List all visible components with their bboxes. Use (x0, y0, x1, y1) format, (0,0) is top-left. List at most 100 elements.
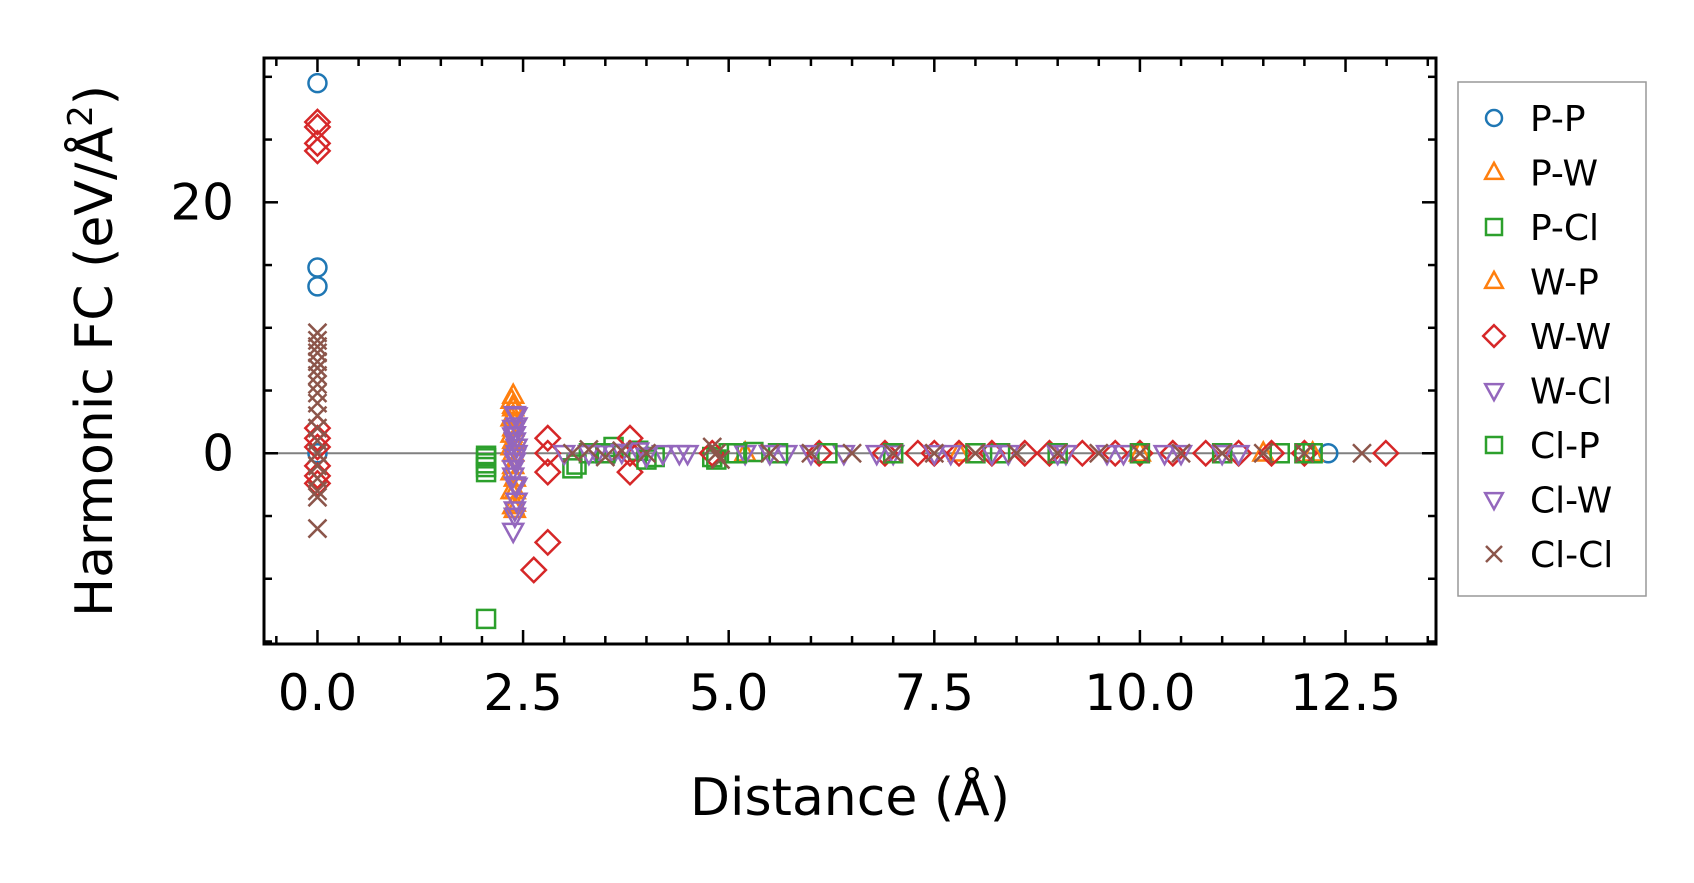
data-point (501, 427, 526, 450)
data-point (611, 440, 632, 461)
data-points (303, 72, 1400, 630)
legend-item: W-Cl (1483, 372, 1612, 413)
series-p-w (501, 382, 1325, 519)
legend-item: P-Cl (1484, 208, 1599, 249)
data-point (307, 257, 328, 278)
tick-labels: 0.0 2.5 5.0 7.5 10.0 12.5 0 20 (170, 173, 1401, 722)
data-point (307, 276, 328, 297)
legend-marker (1485, 545, 1503, 563)
data-point (533, 424, 562, 453)
legend-marker (1484, 108, 1504, 128)
data-point (578, 439, 599, 460)
data-point (1171, 443, 1191, 464)
data-point (842, 443, 862, 464)
data-point (1294, 443, 1315, 464)
data-point (1047, 443, 1068, 464)
data-point (562, 458, 583, 479)
y-axis-title-main: Harmonic FC (eV/Å (63, 126, 125, 617)
data-point (801, 443, 821, 464)
data-point (883, 443, 904, 464)
data-point (307, 365, 328, 386)
data-point (864, 444, 889, 467)
x-tick-label: 7.5 (895, 664, 975, 722)
series-p-cl (475, 436, 1323, 630)
axis-ticks (264, 58, 1436, 644)
data-point (1212, 443, 1233, 464)
data-point (307, 518, 328, 539)
data-point (307, 351, 328, 372)
data-point (609, 443, 634, 466)
data-point (307, 487, 328, 508)
data-point (650, 444, 675, 467)
legend-label: Cl-W (1530, 481, 1612, 522)
data-point (1045, 444, 1070, 467)
data-point (595, 447, 616, 467)
data-point (817, 443, 838, 464)
legend-marker (1484, 435, 1504, 455)
legend-marker (1483, 382, 1505, 403)
legend-item: Cl-P (1484, 426, 1600, 467)
data-point (303, 129, 332, 158)
data-point (1251, 439, 1276, 462)
legend-label: W-Cl (1530, 372, 1612, 413)
data-point (989, 443, 1011, 464)
data-point (519, 556, 548, 584)
legend-item: P-W (1483, 154, 1598, 195)
data-point (805, 439, 834, 468)
data-point (303, 136, 332, 165)
data-point (757, 444, 782, 467)
data-point (1253, 443, 1274, 464)
data-point (922, 444, 947, 467)
data-point (1152, 444, 1177, 467)
data-point (501, 492, 526, 515)
x-tick-label: 2.5 (483, 664, 563, 722)
data-point (675, 444, 700, 467)
data-point (307, 481, 328, 501)
x-tick-label: 5.0 (689, 664, 769, 722)
plot-frame (262, 56, 1438, 646)
data-point (1169, 444, 1194, 467)
data-point (1111, 444, 1136, 467)
data-point (759, 443, 780, 464)
legend-item: P-P (1484, 99, 1586, 140)
data-point (871, 439, 899, 468)
legend-marker (1484, 217, 1504, 237)
legend-item: Cl-Cl (1485, 535, 1613, 576)
legend-label: P-Cl (1530, 208, 1599, 249)
data-point (938, 444, 963, 467)
x-tick-label: 10.0 (1084, 664, 1195, 722)
data-point (979, 444, 1004, 467)
data-point (1006, 443, 1027, 464)
series-p-p (307, 72, 1339, 464)
data-point (946, 439, 971, 462)
legend-marker (1483, 491, 1505, 512)
data-point (307, 342, 328, 363)
data-point (501, 522, 526, 545)
legend-label: W-W (1530, 317, 1611, 358)
data-point (965, 443, 986, 464)
data-point (533, 458, 562, 487)
y-axis-title: Harmonic FC (eV/Å2) (61, 85, 125, 617)
data-point (502, 448, 527, 471)
data-point (475, 608, 497, 630)
y-tick-label: 20 (170, 173, 234, 231)
data-point (1226, 444, 1251, 467)
data-point (533, 528, 562, 557)
x-axis-title: Distance (Å) (690, 766, 1010, 828)
data-point (1129, 443, 1151, 464)
data-point (1158, 439, 1187, 468)
data-point (595, 443, 616, 464)
series-w-cl (501, 407, 1251, 545)
y-tick-label: 0 (202, 424, 234, 482)
data-point (307, 383, 328, 403)
data-point (1294, 443, 1315, 464)
data-point (1088, 443, 1109, 464)
data-point (307, 322, 328, 343)
series-cl-cl (307, 322, 1372, 539)
legend-item: Cl-W (1483, 481, 1612, 522)
x-tick-label: 12.5 (1290, 664, 1401, 722)
data-point (562, 443, 583, 464)
legend-label: P-P (1530, 99, 1586, 140)
data-point (924, 443, 945, 464)
